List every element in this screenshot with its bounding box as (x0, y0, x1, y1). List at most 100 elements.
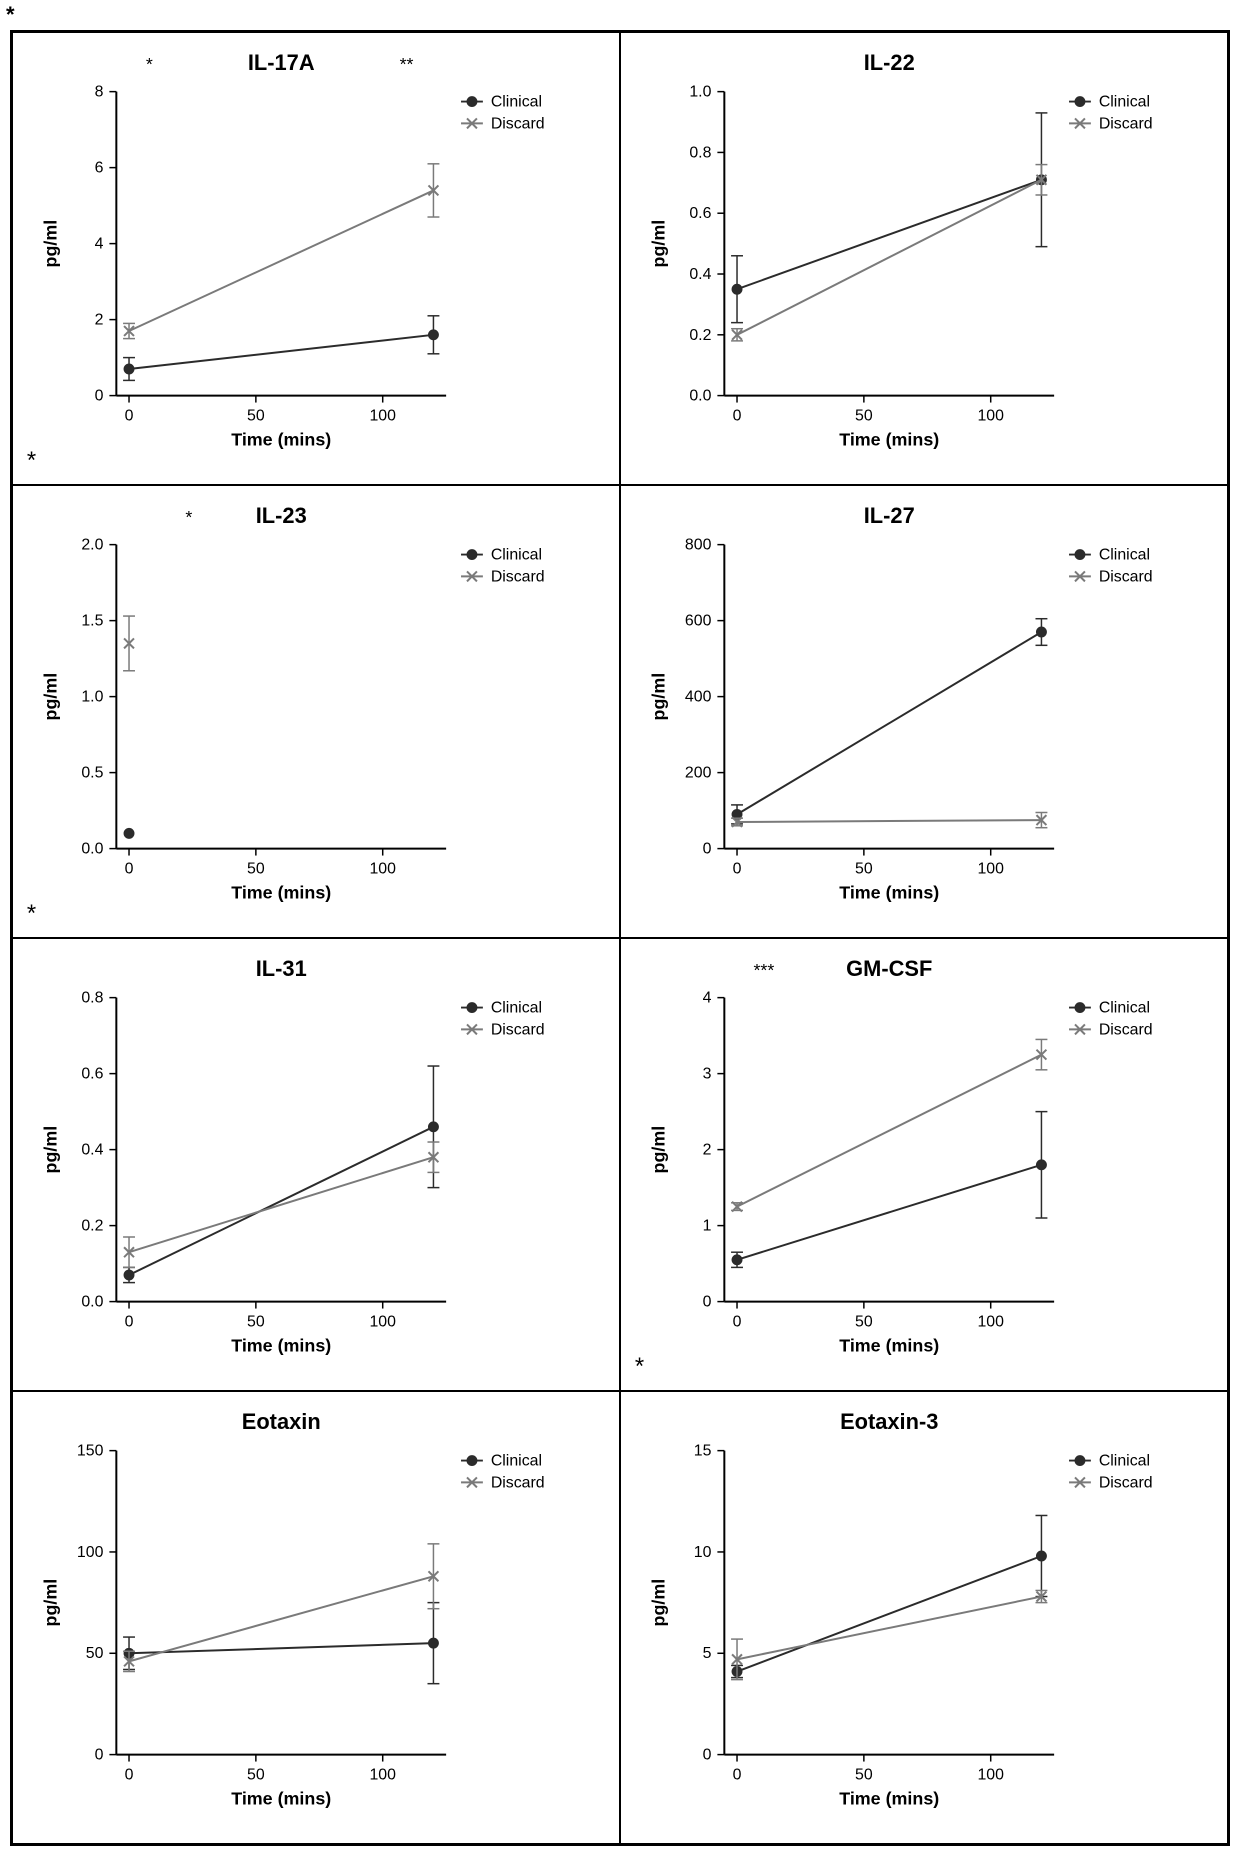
y-axis-title: pg/ml (41, 1126, 61, 1174)
legend-label-clinical: Clinical (491, 547, 542, 564)
y-tick-label: 0.0 (689, 388, 711, 405)
chart-il27: IL-270501000200400600800Time (mins)pg/ml… (625, 490, 1223, 933)
chart-title: IL-22 (864, 50, 915, 75)
chart-cell-il31: IL-310501000.00.20.40.60.8Time (mins)pg/… (12, 938, 620, 1391)
chart-il31: IL-310501000.00.20.40.60.8Time (mins)pg/… (17, 943, 615, 1386)
x-tick-label: 100 (977, 1313, 1004, 1330)
chart-cell-il23: IL-23*0501000.00.51.01.52.0Time (mins)pg… (12, 485, 620, 938)
series-line-discard (737, 820, 1041, 822)
x-tick-label: 0 (125, 1313, 134, 1330)
legend-label-clinical: Clinical (1099, 1453, 1150, 1470)
chart-eotaxin3: Eotaxin-3050100051015Time (mins)pg/mlCli… (625, 1396, 1223, 1839)
y-tick-label: 0.8 (81, 990, 103, 1007)
legend-label-clinical: Clinical (1099, 1000, 1150, 1017)
y-tick-label: 0.5 (81, 765, 103, 782)
chart-title: IL-23 (256, 503, 307, 528)
chart-title: Eotaxin-3 (840, 1409, 938, 1434)
y-tick-label: 6 (95, 160, 104, 177)
y-tick-label: 2.0 (81, 537, 103, 554)
legend-label-discard: Discard (491, 1474, 545, 1491)
legend-label-clinical: Clinical (491, 94, 542, 111)
page-top-star: * (6, 2, 15, 28)
chart-il22: IL-220501000.00.20.40.60.81.0Time (mins)… (625, 37, 1223, 480)
corner-star: * (635, 1353, 644, 1380)
y-tick-label: 100 (77, 1544, 104, 1561)
series-line-discard (129, 190, 433, 331)
x-tick-label: 0 (733, 1313, 742, 1330)
x-tick-label: 100 (369, 407, 396, 424)
chart-title: Eotaxin (242, 1409, 321, 1434)
y-tick-label: 0.2 (689, 327, 711, 344)
chart-title: GM-CSF (846, 956, 932, 981)
y-tick-label: 0.4 (81, 1142, 103, 1159)
legend-label-clinical: Clinical (491, 1453, 542, 1470)
x-tick-label: 0 (125, 1767, 134, 1784)
series-line-clinical (737, 1556, 1041, 1672)
y-tick-label: 0.2 (81, 1218, 103, 1235)
legend-label-clinical: Clinical (1099, 94, 1150, 111)
x-axis-title: Time (mins) (839, 1335, 939, 1355)
y-tick-label: 400 (685, 689, 712, 706)
y-tick-label: 0.0 (81, 841, 103, 858)
chart-il17a: IL-17A***05010002468Time (mins)pg/mlClin… (17, 37, 615, 480)
series-line-clinical (737, 1165, 1041, 1260)
series-line-discard (737, 180, 1041, 335)
y-tick-label: 4 (703, 990, 712, 1007)
y-axis-title: pg/ml (649, 1126, 669, 1174)
chart-title: IL-31 (256, 956, 307, 981)
chart-title: IL-17A (248, 50, 315, 75)
y-tick-label: 0 (703, 1747, 712, 1764)
x-tick-label: 50 (855, 407, 873, 424)
y-tick-label: 3 (703, 1066, 712, 1083)
x-tick-label: 0 (125, 860, 134, 877)
chart-cell-eotaxin: Eotaxin050100050100150Time (mins)pg/mlCl… (12, 1391, 620, 1844)
corner-star: * (27, 447, 36, 474)
series-line-discard (129, 1157, 433, 1252)
chart-title: IL-27 (864, 503, 915, 528)
x-tick-label: 100 (369, 1313, 396, 1330)
x-tick-label: 100 (977, 407, 1004, 424)
chart-grid: IL-17A***05010002468Time (mins)pg/mlClin… (10, 30, 1230, 1846)
y-tick-label: 0 (703, 841, 712, 858)
y-tick-label: 1.5 (81, 613, 103, 630)
significance-mark: ** (400, 54, 414, 74)
y-axis-title: pg/ml (649, 220, 669, 268)
chart-cell-il27: IL-270501000200400600800Time (mins)pg/ml… (620, 485, 1228, 938)
significance-mark: *** (753, 960, 774, 980)
significance-mark: * (185, 507, 192, 527)
x-tick-label: 0 (733, 860, 742, 877)
series-line-discard (737, 1055, 1041, 1207)
x-tick-label: 50 (855, 1313, 873, 1330)
y-tick-label: 50 (86, 1645, 104, 1662)
x-tick-label: 0 (733, 407, 742, 424)
x-tick-label: 50 (247, 407, 265, 424)
y-tick-label: 1.0 (689, 84, 711, 101)
x-axis-title: Time (mins) (839, 429, 939, 449)
y-axis-title: pg/ml (649, 673, 669, 721)
series-line-clinical (737, 632, 1041, 814)
y-axis-title: pg/ml (41, 673, 61, 721)
legend-label-discard: Discard (491, 1021, 545, 1038)
legend-label-clinical: Clinical (1099, 547, 1150, 564)
x-tick-label: 0 (733, 1767, 742, 1784)
x-tick-label: 100 (977, 860, 1004, 877)
y-tick-label: 0.6 (81, 1066, 103, 1083)
x-tick-label: 50 (247, 1767, 265, 1784)
y-tick-label: 2 (703, 1142, 712, 1159)
x-tick-label: 50 (247, 860, 265, 877)
y-tick-label: 150 (77, 1443, 104, 1460)
chart-eotaxin: Eotaxin050100050100150Time (mins)pg/mlCl… (17, 1396, 615, 1839)
y-tick-label: 5 (703, 1645, 712, 1662)
x-axis-title: Time (mins) (839, 1788, 939, 1808)
y-tick-label: 0 (703, 1294, 712, 1311)
x-axis-title: Time (mins) (839, 882, 939, 902)
x-tick-label: 100 (977, 1767, 1004, 1784)
y-tick-label: 0 (95, 1747, 104, 1764)
legend-label-discard: Discard (1099, 1474, 1153, 1491)
y-tick-label: 8 (95, 84, 104, 101)
chart-cell-gmcsf: GM-CSF***05010001234Time (mins)pg/mlClin… (620, 938, 1228, 1391)
series-line-clinical (129, 1127, 433, 1275)
y-tick-label: 2 (95, 312, 104, 329)
chart-gmcsf: GM-CSF***05010001234Time (mins)pg/mlClin… (625, 943, 1223, 1386)
y-tick-label: 800 (685, 537, 712, 554)
